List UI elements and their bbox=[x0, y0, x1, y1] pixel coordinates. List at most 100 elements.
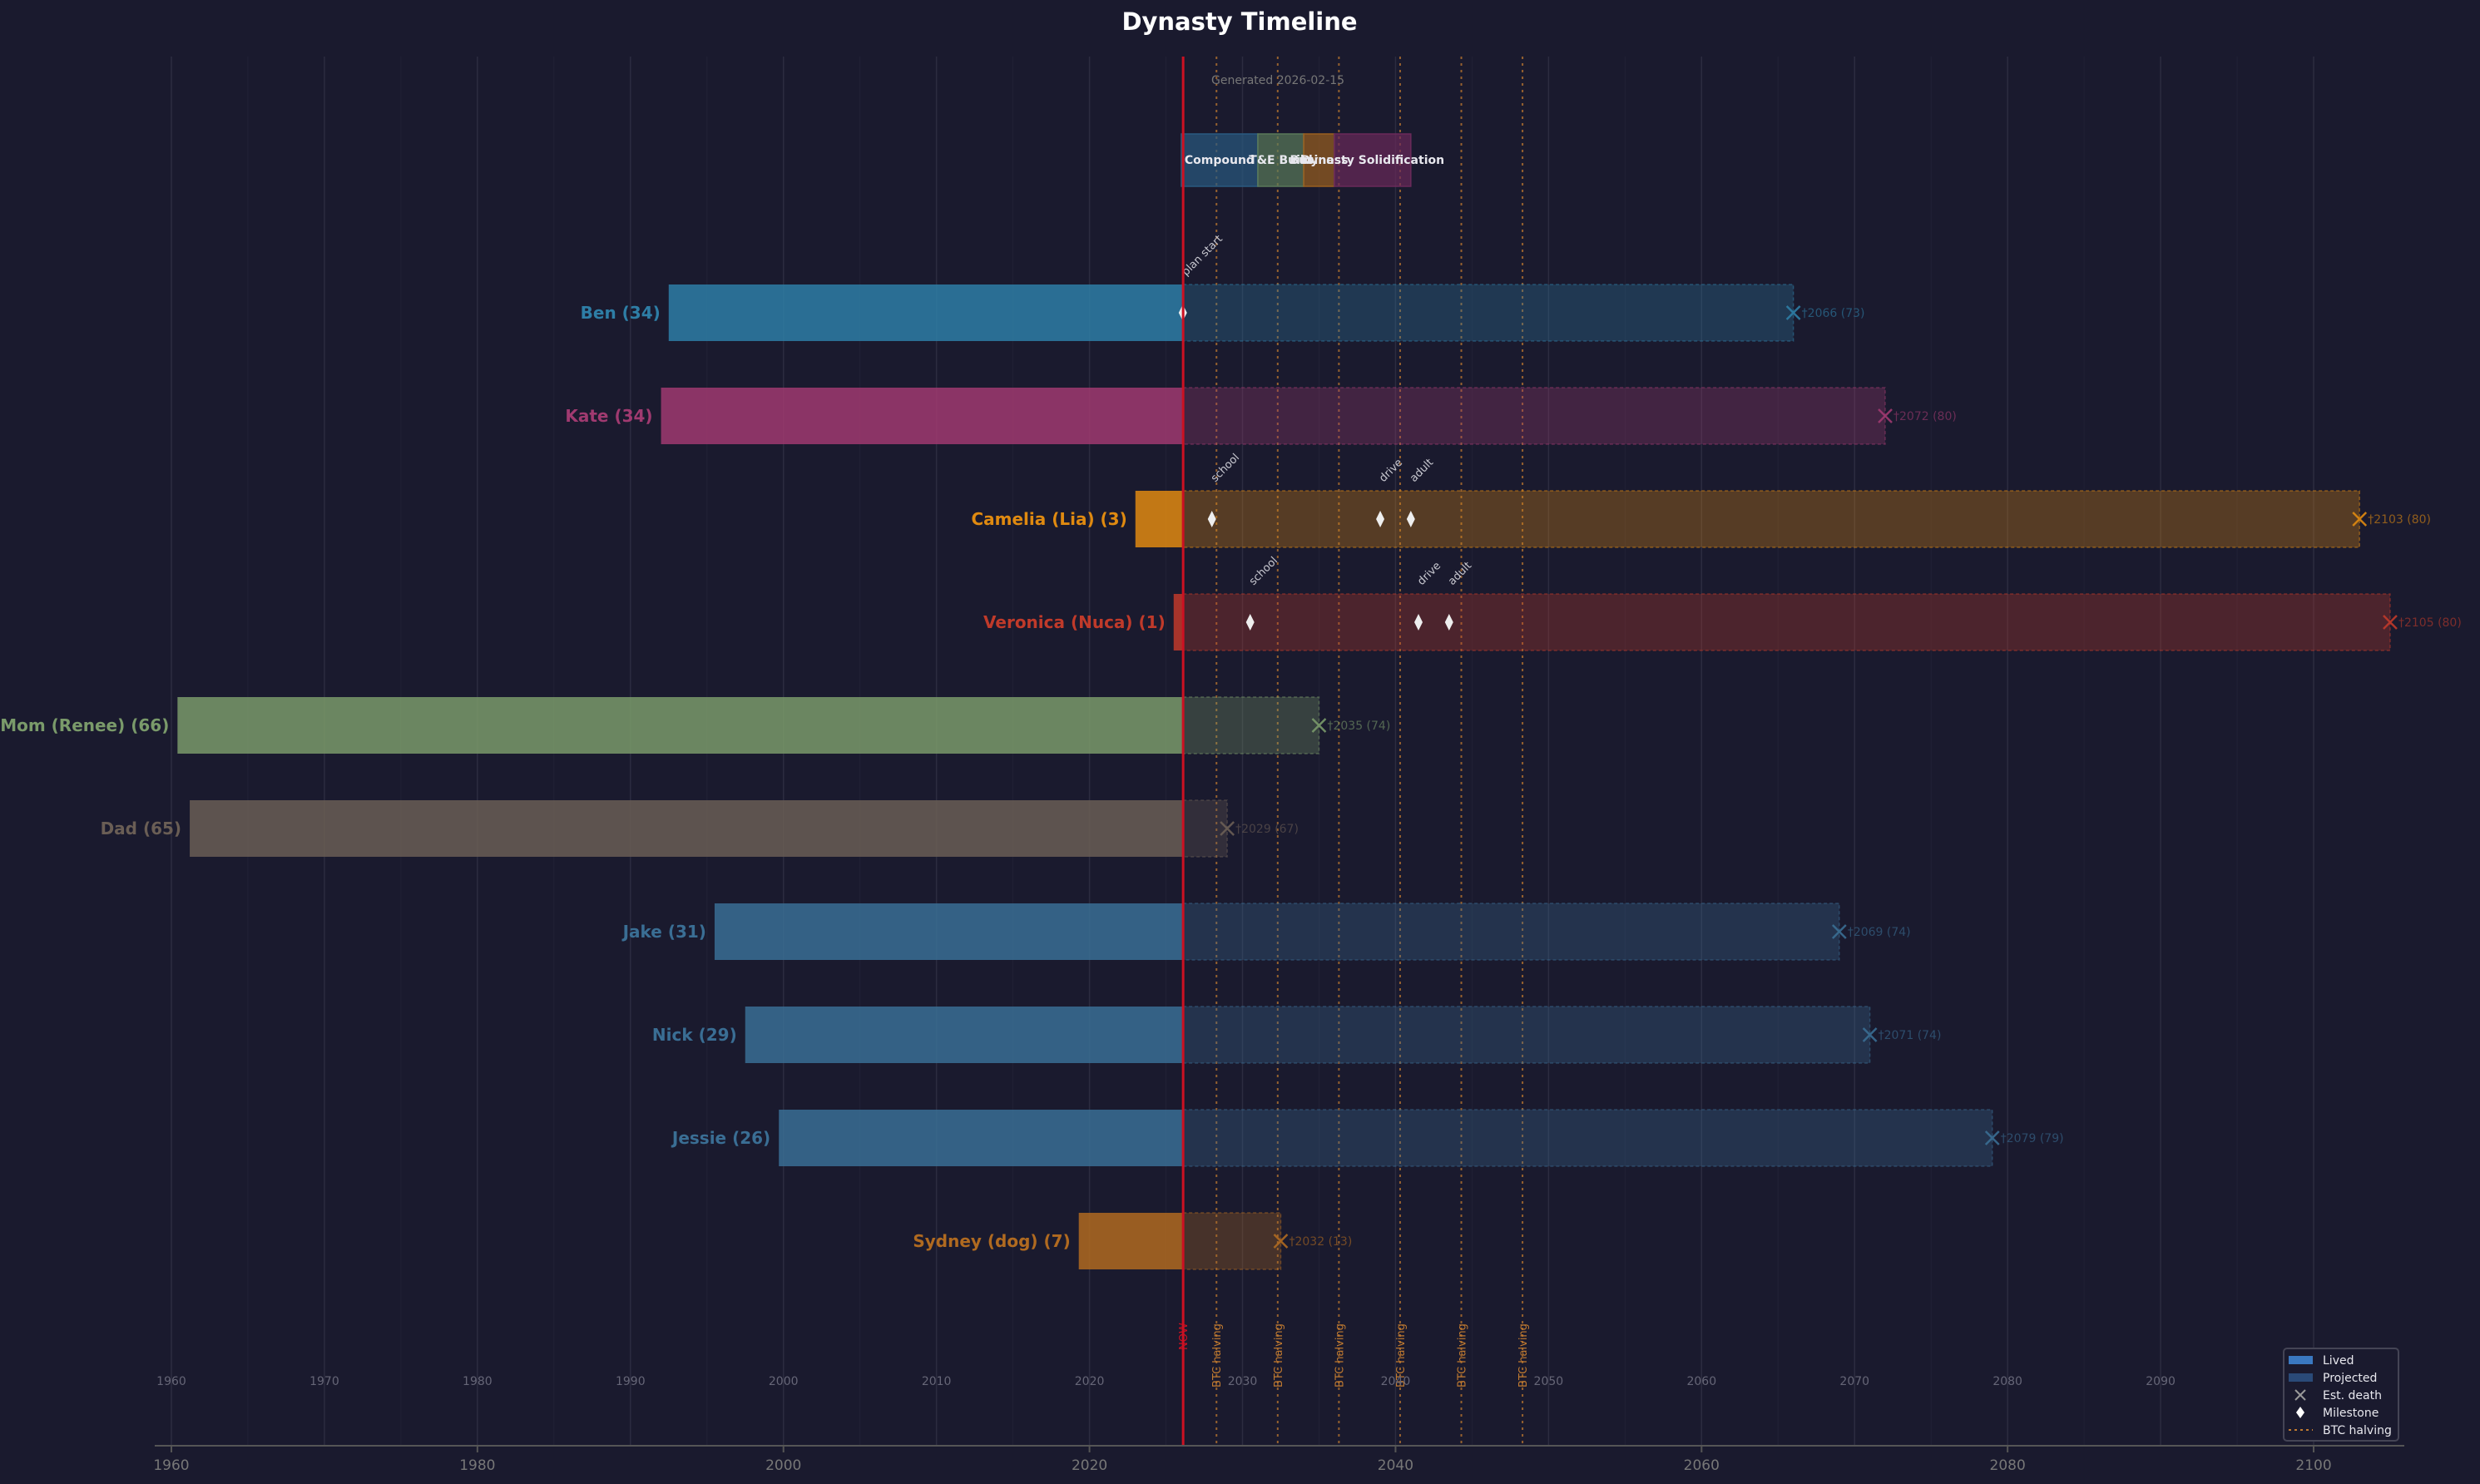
death-label: †2105 (80) bbox=[2398, 616, 2462, 630]
milestone-marker bbox=[1207, 511, 1216, 527]
person-label: Jake (31) bbox=[621, 922, 706, 942]
x-axis-tick-label: 2100 bbox=[2295, 1457, 2331, 1474]
person-row: Ben (34) †2066 (73)plan start bbox=[581, 233, 1865, 342]
death-marker bbox=[1862, 1027, 1878, 1042]
lived-bar bbox=[1135, 491, 1184, 547]
phase-label: T&E Build bbox=[1249, 154, 1312, 167]
person-row: Jessie (26) †2079 (79) bbox=[671, 1109, 2064, 1167]
person-label: Kate (34) bbox=[565, 406, 652, 426]
death-label: †2079 (79) bbox=[2001, 1132, 2064, 1145]
legend-label: BTC halving bbox=[2323, 1424, 2392, 1437]
person-row: Nick (29) †2071 (74) bbox=[652, 1006, 1942, 1064]
death-marker bbox=[1831, 924, 1847, 939]
inner-year-label: 1990 bbox=[616, 1375, 646, 1388]
x-axis-tick-label: 2080 bbox=[1990, 1457, 2026, 1474]
death-label: †2103 (80) bbox=[2368, 513, 2431, 527]
lived-bar bbox=[190, 800, 1184, 857]
btc-halving-label: BTC halving bbox=[1457, 1323, 1469, 1388]
person-row: Kate (34) †2072 (80) bbox=[565, 387, 1957, 445]
person-label: Sydney (dog) (7) bbox=[913, 1231, 1070, 1251]
death-marker bbox=[2352, 512, 2368, 527]
chart-title: Dynasty Timeline bbox=[1121, 7, 1357, 36]
milestone-marker bbox=[1406, 511, 1415, 527]
inner-year-label: 2060 bbox=[1686, 1375, 1716, 1388]
inner-year-label: 2080 bbox=[1992, 1375, 2022, 1388]
legend-label: Projected bbox=[2323, 1372, 2377, 1385]
person-row: Mom (Renee) (66) †2035 (74) bbox=[0, 696, 1390, 754]
person-label: Nick (29) bbox=[652, 1025, 737, 1045]
milestone-marker bbox=[1414, 614, 1423, 631]
inner-year-label: 2090 bbox=[2146, 1375, 2176, 1388]
lived-bar bbox=[714, 903, 1184, 960]
x-axis-tick-label: 2020 bbox=[1072, 1457, 1107, 1474]
person-label: Veronica (Nuca) (1) bbox=[983, 612, 1166, 632]
projected-bar bbox=[1182, 1006, 1871, 1064]
person-row: Jake (31) †2069 (74) bbox=[621, 903, 1911, 961]
now-line: NOW bbox=[1178, 57, 1190, 1446]
projected-bar bbox=[1182, 1212, 1282, 1270]
inner-year-label: 1960 bbox=[156, 1375, 186, 1388]
legend-lived-swatch bbox=[2289, 1356, 2313, 1364]
btc-halving-label: BTC halving bbox=[1395, 1323, 1408, 1388]
lived-bar bbox=[1173, 594, 1184, 650]
death-marker bbox=[1984, 1130, 2000, 1145]
legend-label: Milestone bbox=[2323, 1407, 2379, 1420]
death-label: †2035 (74) bbox=[1327, 720, 1390, 733]
person-label: Mom (Renee) (66) bbox=[0, 715, 169, 735]
death-label: †2032 (13) bbox=[1289, 1235, 1352, 1249]
legend-label: Est. death bbox=[2323, 1389, 2382, 1402]
projected-bar bbox=[1182, 490, 2360, 548]
lived-bar bbox=[177, 697, 1184, 754]
inner-year-label: 2020 bbox=[1075, 1375, 1105, 1388]
death-label: †2071 (74) bbox=[1879, 1029, 1942, 1042]
phase-block bbox=[1334, 133, 1412, 187]
projected-bar bbox=[1182, 696, 1320, 754]
phase-label: Compound bbox=[1185, 154, 1255, 167]
x-axis-tick-label: 2060 bbox=[1684, 1457, 1720, 1474]
projected-bar bbox=[1182, 903, 1840, 961]
lived-bar bbox=[668, 284, 1184, 341]
legend: Lived Projected Est. death Milestone BTC hal… bbox=[2283, 1348, 2399, 1442]
x-axis-tick-label: 1980 bbox=[459, 1457, 495, 1474]
lived-bar bbox=[779, 1110, 1184, 1166]
death-marker bbox=[1273, 1234, 1289, 1249]
death-marker bbox=[2383, 615, 2398, 630]
x-axis-tick-label: 2040 bbox=[1378, 1457, 1413, 1474]
generated-date: Generated 2026-02-15 bbox=[1211, 74, 1344, 87]
person-row: Sydney (dog) (7) †2032 (13) bbox=[913, 1212, 1352, 1270]
btc-halving-label: BTC halving bbox=[1211, 1323, 1224, 1388]
lived-bar bbox=[1078, 1213, 1184, 1269]
legend-milestone-icon bbox=[2296, 1407, 2304, 1418]
btc-halving-label: BTC halving bbox=[1517, 1323, 1530, 1388]
projected-bar bbox=[1182, 799, 1228, 858]
person-row: Dad (65) †2029 (67) bbox=[101, 799, 1299, 858]
death-marker bbox=[1220, 821, 1235, 836]
projected-bar bbox=[1182, 387, 1886, 445]
death-label: †2069 (74) bbox=[1848, 926, 1911, 939]
milestone-marker bbox=[1245, 614, 1255, 631]
inner-year-label: 2010 bbox=[922, 1375, 952, 1388]
btc-halving-lines: BTC halving BTC halving BTC halving BTC hal… bbox=[1211, 57, 1530, 1446]
person-label: Camelia (Lia) (3) bbox=[971, 509, 1126, 529]
lived-bar bbox=[745, 1007, 1184, 1063]
inner-year-label: 2040 bbox=[1381, 1375, 1411, 1388]
x-axis-tick-label: 1960 bbox=[153, 1457, 189, 1474]
legend-projected-swatch bbox=[2289, 1373, 2313, 1382]
legend-label: Lived bbox=[2323, 1354, 2354, 1368]
projected-bar bbox=[1182, 1109, 1993, 1167]
inner-year-label: 2030 bbox=[1228, 1375, 1258, 1388]
lived-bar bbox=[661, 388, 1184, 444]
death-label: †2066 (73) bbox=[1802, 307, 1865, 320]
btc-halving-label: BTC halving bbox=[1273, 1323, 1285, 1388]
x-axis-tick-label: 2000 bbox=[765, 1457, 801, 1474]
now-label: NOW bbox=[1178, 1323, 1190, 1350]
inner-year-label: 1970 bbox=[309, 1375, 339, 1388]
projected-bar bbox=[1182, 593, 2391, 651]
death-marker bbox=[1311, 718, 1327, 733]
legend-box bbox=[2283, 1348, 2399, 1442]
milestone-marker bbox=[1376, 511, 1385, 527]
inner-year-label: 2000 bbox=[769, 1375, 799, 1388]
